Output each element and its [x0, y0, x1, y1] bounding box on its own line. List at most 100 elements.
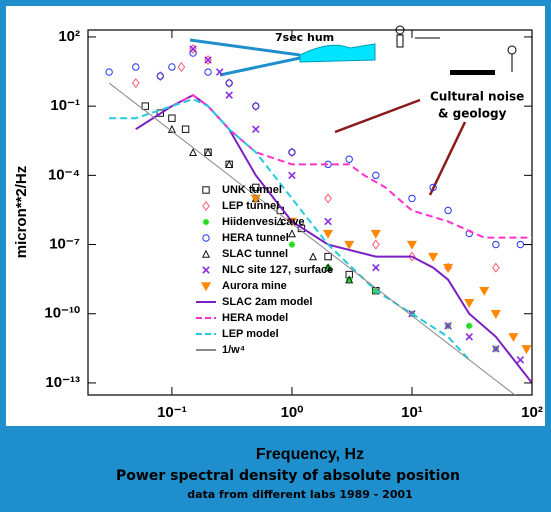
- panel: [6, 6, 545, 426]
- data-point: [252, 125, 260, 133]
- arrow: [428, 121, 467, 196]
- data-point: [225, 78, 233, 89]
- data-point: [345, 275, 354, 284]
- legend-swatch: [202, 200, 210, 212]
- data-point: [309, 252, 318, 261]
- legend-label: HERA model: [222, 312, 288, 324]
- data-point: [181, 125, 190, 133]
- y-tick-label: 10⁻⁴: [48, 166, 80, 183]
- data-point: [189, 45, 197, 53]
- data-point: [287, 229, 296, 238]
- y-tick-label: 10²: [58, 28, 80, 45]
- annotation: 7sec hum: [275, 31, 334, 44]
- x-axis-label: Frequency, Hz: [256, 446, 364, 463]
- legend-label: UNK tunnel: [222, 184, 282, 196]
- data-point: [225, 79, 233, 87]
- data-point: [156, 72, 164, 80]
- data-point: [141, 102, 149, 110]
- legend-swatch: [201, 249, 211, 258]
- data-point: [324, 217, 332, 226]
- data-point: [167, 124, 176, 133]
- data-point: [288, 148, 296, 156]
- data-point: [324, 252, 332, 261]
- arrow: [334, 98, 421, 134]
- data-point: [408, 251, 416, 262]
- data-point: [156, 109, 164, 117]
- data-point: [324, 193, 332, 204]
- data-point: [428, 252, 439, 262]
- y-tick-label: 10⁻¹³: [45, 374, 80, 391]
- data-point: [323, 229, 334, 239]
- y-axis-label: micron**2/Hz: [13, 166, 30, 259]
- arrow: [219, 56, 301, 77]
- data-point: [372, 171, 380, 180]
- data-point: [132, 63, 140, 71]
- data-point: [131, 78, 140, 89]
- anvil-icon: [450, 70, 495, 75]
- data-point: [372, 239, 380, 250]
- legend-label: Aurora mine: [222, 280, 287, 292]
- data-point: [429, 183, 437, 192]
- data-point: [204, 56, 212, 64]
- data-point: [492, 240, 500, 249]
- legend-label: Hiidenvesi cave: [222, 216, 305, 228]
- y-tick-label: 10⁻⁷: [49, 236, 80, 253]
- wave-icon: [299, 43, 376, 63]
- data-point: [521, 345, 532, 355]
- data-point: [288, 147, 296, 158]
- x-tick-label: 10²: [521, 404, 543, 421]
- data-point: [408, 194, 416, 203]
- data-point: [276, 217, 285, 226]
- data-point: [288, 171, 296, 180]
- data-point: [465, 333, 474, 341]
- legend-label: 1/w⁴: [222, 344, 245, 356]
- legend-swatch: [202, 266, 210, 274]
- data-point: [204, 147, 213, 156]
- data-point: [464, 299, 475, 308]
- data-point: [168, 114, 176, 122]
- model-line: [108, 82, 516, 395]
- legend-label: SLAC tunnel: [222, 248, 288, 260]
- data-point: [443, 263, 454, 273]
- data-point: [444, 322, 452, 330]
- data-point: [215, 68, 224, 76]
- data-point: [406, 240, 418, 250]
- data-point: [346, 276, 353, 283]
- data-point: [168, 63, 176, 71]
- marks: [105, 43, 532, 395]
- data-point: [252, 102, 260, 110]
- data-point: [324, 264, 332, 271]
- data-point: [492, 345, 500, 353]
- data-point: [177, 61, 186, 72]
- annotation: & geology: [438, 107, 507, 121]
- data-point: [516, 356, 525, 364]
- data-point: [324, 263, 333, 272]
- data-point: [370, 229, 381, 239]
- data-point: [225, 91, 233, 99]
- legend-label: SLAC 2am model: [222, 296, 312, 308]
- legend-label: LEP model: [222, 328, 279, 340]
- data-point: [345, 155, 353, 163]
- data-point: [204, 68, 212, 76]
- data-point: [492, 262, 500, 273]
- person-icon: [396, 34, 404, 48]
- model-line: [171, 93, 532, 239]
- model-line: [109, 98, 470, 361]
- y-tick-label: 10⁻¹: [50, 97, 80, 114]
- legend-label: NLC site 127, surface: [222, 264, 333, 276]
- data-point: [156, 71, 165, 82]
- legend-swatch: [200, 282, 212, 292]
- data-point: [466, 322, 473, 330]
- legend-label: LEP tunnel: [222, 200, 279, 212]
- x-tick-label: 10¹: [401, 404, 423, 421]
- data-point: [344, 240, 355, 250]
- legend-swatch: [202, 218, 210, 226]
- data-point: [479, 286, 490, 296]
- legend-swatch: [202, 234, 210, 242]
- data-point: [444, 206, 452, 215]
- data-point: [251, 101, 260, 112]
- x-tick-label: 10⁻¹: [157, 404, 187, 421]
- data-point: [516, 240, 525, 249]
- plot-area: [87, 29, 533, 396]
